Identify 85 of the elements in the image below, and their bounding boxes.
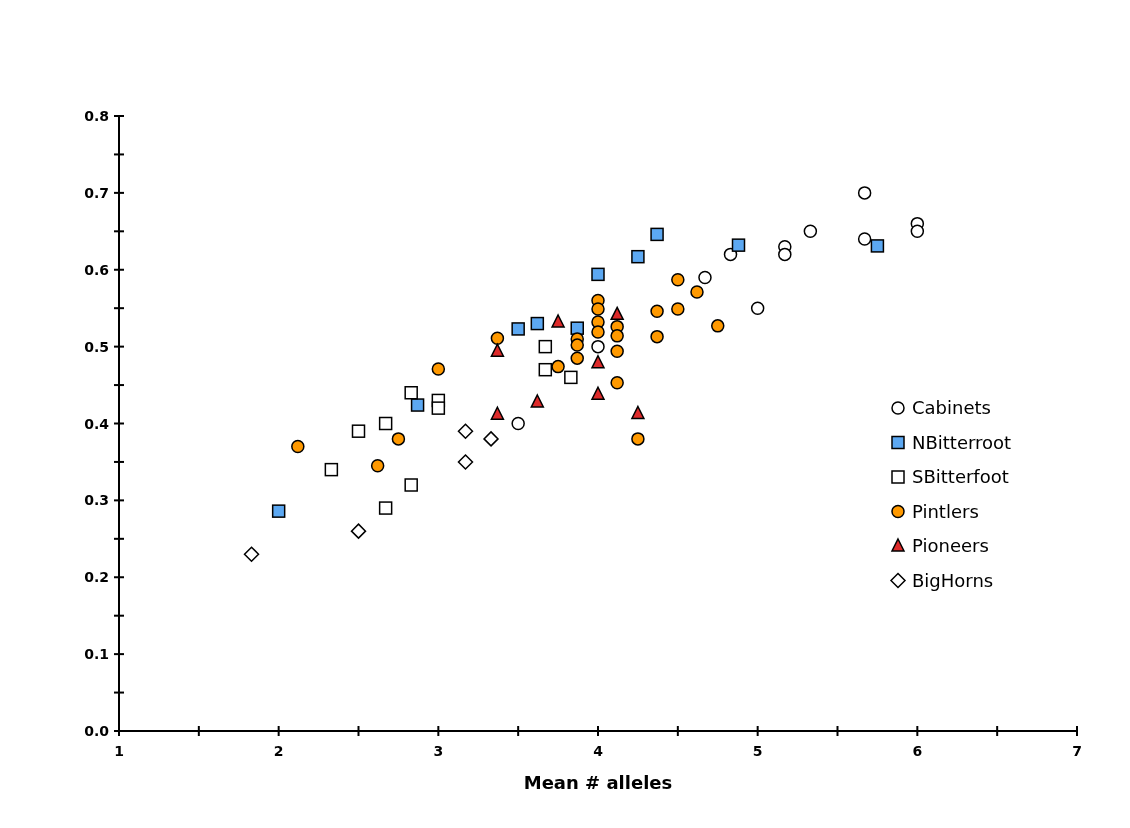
y-tick-label: 0.3	[84, 492, 109, 509]
point	[731, 238, 746, 252]
point	[490, 406, 505, 421]
x-tick-label: 6	[912, 743, 923, 759]
point	[631, 249, 645, 264]
x-tick-label: 3	[433, 743, 444, 759]
point	[530, 394, 545, 408]
point	[778, 247, 792, 262]
x-tick-label: 5	[752, 743, 763, 759]
legend-label: Pioneers	[912, 535, 989, 556]
point	[490, 331, 505, 345]
point	[650, 329, 664, 344]
point	[711, 319, 725, 333]
point	[870, 239, 885, 253]
legend-label: NBitterroot	[912, 431, 1012, 453]
point	[324, 462, 339, 477]
point	[431, 362, 446, 376]
point	[591, 339, 605, 354]
point	[564, 370, 578, 385]
point	[511, 322, 525, 336]
y-tick-label: 0.4	[84, 415, 110, 432]
point	[698, 270, 712, 285]
point	[671, 272, 685, 287]
point	[483, 431, 499, 447]
point	[631, 405, 645, 420]
x-tick-label: 4	[593, 743, 604, 759]
point	[591, 302, 605, 316]
point	[530, 316, 545, 331]
point	[570, 351, 584, 365]
point	[431, 401, 446, 415]
point	[803, 224, 818, 239]
point	[551, 314, 565, 328]
legend-label: BigHorns	[912, 569, 994, 591]
point	[591, 325, 605, 339]
point	[378, 416, 393, 431]
point	[410, 398, 425, 412]
y-tick-label: 0.6	[84, 261, 109, 278]
point	[511, 416, 525, 431]
x-tick-label: 2	[273, 743, 284, 759]
point	[650, 304, 664, 319]
point	[610, 376, 624, 390]
y-tick-label: 0.8	[84, 108, 109, 124]
point	[610, 344, 624, 358]
point	[350, 523, 367, 539]
x-tick-label: 1	[114, 743, 124, 759]
point	[370, 459, 385, 473]
x-tick-label: 7	[1072, 743, 1082, 759]
y-tick-label: 0.0	[84, 723, 110, 739]
point	[404, 386, 418, 400]
point	[490, 343, 505, 357]
point	[591, 355, 605, 369]
point	[404, 478, 418, 492]
point	[457, 423, 474, 439]
point	[857, 186, 872, 200]
point	[457, 454, 474, 470]
legend-label: SBitterfoot	[912, 466, 1009, 487]
y-tick-label: 0.1	[84, 646, 109, 663]
point	[243, 546, 260, 562]
point	[378, 501, 393, 515]
point	[570, 321, 584, 335]
point	[391, 432, 406, 446]
point	[271, 504, 286, 518]
point	[671, 302, 685, 316]
point	[910, 224, 925, 239]
y-tick-label: 0.7	[84, 184, 109, 201]
point	[291, 439, 305, 454]
point	[551, 359, 565, 374]
point	[857, 232, 872, 246]
point	[538, 339, 553, 354]
point	[591, 386, 605, 401]
legend-label: Pintlers	[912, 500, 979, 522]
y-tick-label: 0.5	[84, 338, 109, 355]
point	[610, 306, 624, 321]
point	[538, 362, 553, 377]
x-axis-title: Mean # alleles	[523, 772, 673, 793]
point	[351, 424, 366, 438]
legend-label: Cabinets	[912, 397, 991, 418]
point	[631, 432, 645, 446]
point	[610, 329, 624, 343]
point	[690, 285, 704, 299]
point	[570, 338, 584, 352]
point	[750, 301, 765, 315]
point	[650, 227, 664, 242]
point	[591, 267, 605, 282]
y-tick-label: 0.2	[84, 569, 109, 586]
